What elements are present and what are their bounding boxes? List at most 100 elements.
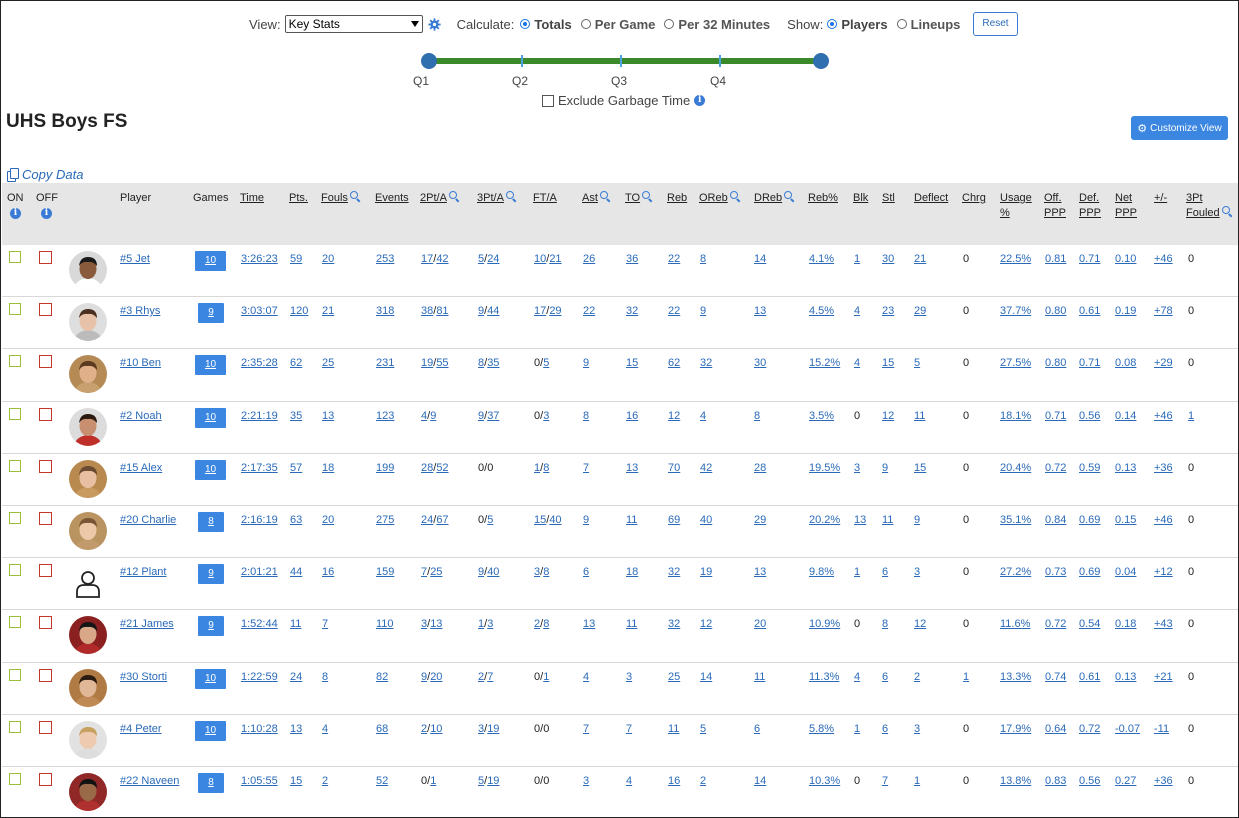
stat-link[interactable]: 22.5% bbox=[1000, 253, 1032, 265]
col-3pt[interactable]: 3Pt/A bbox=[477, 191, 517, 206]
stat-link[interactable]: 5 bbox=[543, 357, 550, 370]
stat-link[interactable]: 21 bbox=[322, 305, 335, 318]
stat-link[interactable]: 3:03:07 bbox=[241, 305, 278, 318]
stat-link[interactable]: 3 bbox=[421, 618, 428, 631]
zoom-icon[interactable] bbox=[729, 191, 741, 202]
stat-link[interactable]: 35.1% bbox=[1000, 513, 1032, 526]
radio-totals[interactable]: Totals bbox=[520, 17, 572, 32]
stat-link[interactable]: 1 bbox=[478, 618, 485, 631]
info-icon[interactable]: i bbox=[41, 208, 52, 219]
on-checkbox[interactable] bbox=[9, 564, 21, 577]
stat-link[interactable]: 20 bbox=[754, 618, 767, 631]
stat-link[interactable]: 3 bbox=[626, 670, 633, 683]
stat-link[interactable]: 36 bbox=[626, 253, 639, 265]
stat-link[interactable]: 13 bbox=[430, 618, 443, 631]
stat-link[interactable]: 7 bbox=[583, 461, 590, 474]
col-reb[interactable]: Reb bbox=[667, 192, 688, 204]
stat-link[interactable]: 62 bbox=[668, 357, 681, 370]
stat-link[interactable]: 2 bbox=[478, 670, 485, 683]
on-checkbox[interactable] bbox=[9, 511, 21, 524]
games-badge[interactable]: 10 bbox=[195, 459, 226, 480]
stat-link[interactable]: 55 bbox=[436, 357, 449, 370]
radio-per-32-minutes[interactable]: Per 32 Minutes bbox=[664, 17, 770, 32]
stat-link[interactable]: 0.54 bbox=[1079, 618, 1101, 631]
stat-link[interactable]: 11 bbox=[882, 513, 894, 526]
stat-link[interactable]: 68 bbox=[376, 722, 389, 735]
stat-link[interactable]: 35 bbox=[487, 357, 500, 370]
stat-link[interactable]: 8 bbox=[700, 253, 707, 265]
on-checkbox[interactable] bbox=[9, 251, 21, 263]
off-checkbox[interactable] bbox=[39, 720, 52, 734]
stat-link[interactable]: 7 bbox=[322, 618, 329, 631]
stat-link[interactable]: 63 bbox=[290, 513, 303, 526]
off-checkbox[interactable] bbox=[39, 251, 52, 264]
off-checkbox[interactable] bbox=[39, 668, 52, 682]
on-checkbox[interactable] bbox=[9, 407, 21, 420]
stat-link[interactable]: 20 bbox=[322, 253, 335, 265]
stat-link[interactable]: 29 bbox=[754, 513, 767, 526]
stat-link[interactable]: 15 bbox=[626, 357, 639, 370]
stat-link[interactable]: 62 bbox=[290, 357, 303, 370]
stat-link[interactable]: 3 bbox=[914, 722, 921, 735]
stat-link[interactable]: 21 bbox=[914, 253, 927, 265]
stat-link[interactable]: 3 bbox=[583, 774, 590, 787]
col-off-ppp[interactable]: Off. PPP bbox=[1044, 192, 1067, 219]
stat-link[interactable]: 3 bbox=[478, 722, 485, 735]
stat-link[interactable]: 20 bbox=[430, 670, 443, 683]
stat-link[interactable]: 7 bbox=[583, 722, 590, 735]
stat-link[interactable]: 2 bbox=[421, 722, 428, 735]
stat-link[interactable]: 1 bbox=[963, 670, 970, 683]
stat-link[interactable]: +36 bbox=[1154, 461, 1173, 474]
stat-link[interactable]: 32 bbox=[668, 618, 681, 631]
on-checkbox[interactable] bbox=[9, 720, 21, 733]
stat-link[interactable]: 52 bbox=[436, 461, 449, 474]
stat-link[interactable]: 1 bbox=[854, 722, 861, 735]
stat-link[interactable]: 38 bbox=[421, 305, 434, 318]
player-name-link[interactable]: #22 Naveen bbox=[120, 774, 180, 787]
stat-link[interactable]: 13 bbox=[290, 722, 303, 735]
stat-link[interactable]: 22 bbox=[668, 305, 681, 318]
stat-link[interactable]: 120 bbox=[290, 305, 309, 318]
stat-link[interactable]: 11 bbox=[668, 722, 680, 735]
zoom-icon[interactable] bbox=[642, 191, 653, 202]
stat-link[interactable]: 5 bbox=[478, 774, 485, 787]
stat-link[interactable]: 22 bbox=[668, 253, 681, 265]
quarter-range-slider[interactable] bbox=[421, 53, 829, 69]
stat-link[interactable]: 3 bbox=[487, 618, 494, 631]
off-checkbox[interactable] bbox=[39, 616, 52, 630]
stat-link[interactable]: 11 bbox=[914, 409, 926, 422]
stat-link[interactable]: 0.27 bbox=[1115, 774, 1137, 787]
stat-link[interactable]: 69 bbox=[668, 513, 681, 526]
stat-link[interactable]: 9 bbox=[700, 305, 707, 318]
col-pts[interactable]: Pts. bbox=[289, 192, 308, 204]
stat-link[interactable]: 30 bbox=[754, 357, 767, 370]
stat-link[interactable]: 18 bbox=[322, 461, 335, 474]
stat-link[interactable]: 1 bbox=[854, 566, 861, 579]
stat-link[interactable]: 1 bbox=[534, 461, 541, 474]
stat-link[interactable]: 4.1% bbox=[809, 253, 835, 265]
stat-link[interactable]: 15 bbox=[290, 774, 303, 787]
games-badge[interactable]: 8 bbox=[198, 772, 224, 793]
off-checkbox[interactable] bbox=[39, 511, 52, 525]
games-badge[interactable]: 10 bbox=[195, 355, 226, 376]
stat-link[interactable]: 4 bbox=[854, 357, 861, 370]
zoom-icon[interactable] bbox=[1221, 206, 1233, 217]
stat-link[interactable]: 19.5% bbox=[809, 461, 841, 474]
stat-link[interactable]: 59 bbox=[290, 253, 303, 265]
stat-link[interactable]: 12 bbox=[882, 409, 895, 422]
stat-link[interactable]: 9 bbox=[478, 409, 485, 422]
stat-link[interactable]: 18.1% bbox=[1000, 409, 1032, 422]
stat-link[interactable]: +29 bbox=[1154, 357, 1173, 370]
off-checkbox[interactable] bbox=[39, 772, 52, 786]
player-name-link[interactable]: #20 Charlie bbox=[120, 513, 177, 526]
slider-handle-end[interactable] bbox=[813, 53, 829, 69]
stat-link[interactable]: 0.15 bbox=[1115, 513, 1137, 526]
stat-link[interactable]: 6 bbox=[882, 670, 889, 683]
stat-link[interactable]: 3:26:23 bbox=[241, 253, 278, 265]
col-usage[interactable]: Usage% bbox=[1000, 192, 1032, 219]
col-3pt-fouled[interactable]: 3Pt Fouled bbox=[1186, 191, 1233, 221]
exclude-garbage-checkbox[interactable] bbox=[542, 94, 554, 107]
zoom-icon[interactable] bbox=[599, 191, 611, 202]
stat-link[interactable]: 7 bbox=[626, 722, 633, 735]
col-time[interactable]: Time bbox=[240, 192, 265, 204]
